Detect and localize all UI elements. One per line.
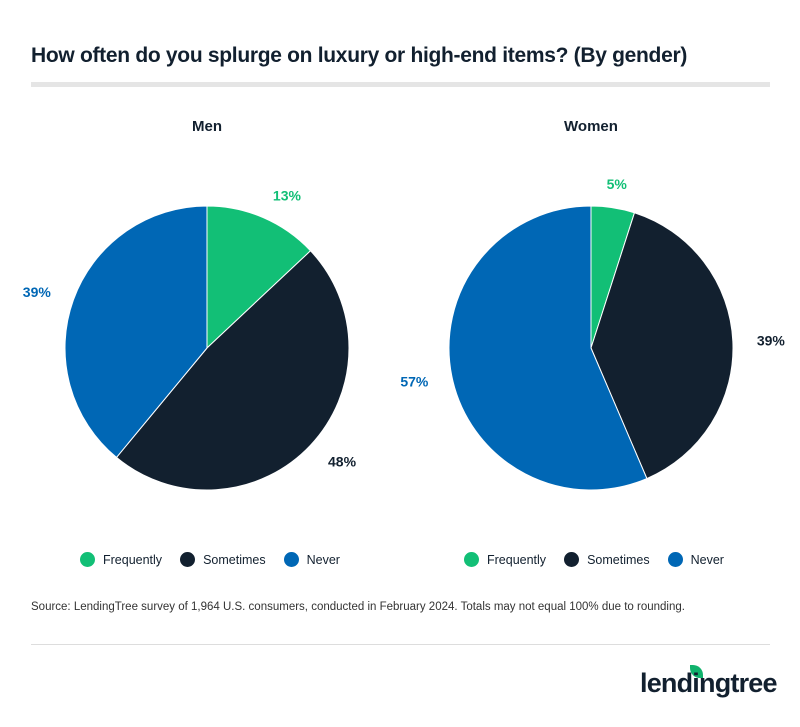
source-note: Source: LendingTree survey of 1,964 U.S.… (31, 601, 685, 613)
legend-label: Frequently (487, 552, 547, 567)
legend-item-sometimes: Sometimes (180, 552, 266, 567)
title-divider (31, 82, 770, 87)
lendingtree-logo: lendingtree (640, 668, 778, 698)
legend-item-frequently: Frequently (80, 552, 162, 567)
legend-label: Sometimes (203, 552, 266, 567)
legend-label: Frequently (103, 552, 163, 567)
legend-swatch (180, 552, 196, 567)
legend-item-sometimes: Sometimes (564, 552, 650, 567)
data-label: 5% (607, 176, 628, 192)
data-label: 48% (328, 454, 357, 470)
legend-label: Never (690, 552, 724, 567)
legend-item-frequently: Frequently (464, 552, 546, 567)
legend-swatch (283, 552, 299, 567)
women-legend: Frequently Sometimes Never (464, 552, 724, 567)
data-label: 57% (400, 373, 429, 389)
legend-item-never: Never (283, 552, 340, 567)
pie-slice-sometimes (115, 250, 350, 491)
legend-swatch (667, 552, 683, 567)
data-label: 39% (23, 284, 52, 300)
pie-slice-frequently (206, 205, 312, 350)
pie-slice-sometimes (590, 212, 734, 480)
men-legend: Frequently Sometimes Never (80, 552, 340, 567)
legend-swatch (464, 552, 479, 567)
chart-title: How often do you splurge on luxury or hi… (31, 44, 688, 67)
pie-slice-never (448, 205, 648, 491)
legend-label: Sometimes (587, 552, 650, 567)
legend-swatch (564, 552, 580, 567)
legend-label: Never (306, 552, 340, 567)
leaf-icon (690, 665, 703, 678)
footer-divider (31, 644, 770, 645)
data-label: 13% (273, 188, 302, 204)
legend-item-never: Never (667, 552, 724, 567)
men-pie-title: Men (192, 118, 222, 135)
data-label: 39% (757, 332, 786, 348)
women-pie-title: Women (564, 118, 618, 135)
legend-swatch (80, 552, 95, 567)
pie-slice-never (64, 205, 208, 459)
